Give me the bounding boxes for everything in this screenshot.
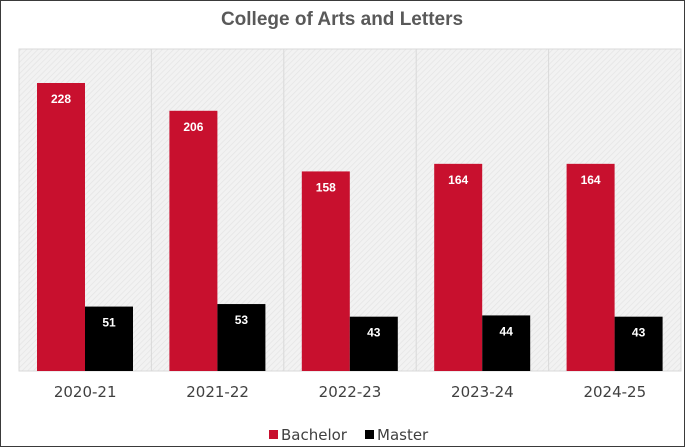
data-label-bachelor-2021-22: 206 bbox=[183, 120, 203, 134]
data-label-bachelor-2022-23: 158 bbox=[316, 180, 336, 194]
x-tick-label: 2020-21 bbox=[54, 383, 117, 401]
chart-title: College of Arts and Letters bbox=[221, 9, 463, 30]
data-label-bachelor-2020-21: 228 bbox=[51, 92, 71, 106]
legend-swatch-bachelor bbox=[269, 430, 278, 439]
bar-master-2022-23 bbox=[349, 316, 398, 371]
data-label-bachelor-2024-25: 164 bbox=[581, 173, 601, 187]
bar-bachelor-2023-24 bbox=[434, 163, 483, 371]
bar-master-2021-22 bbox=[217, 304, 266, 371]
bar-master-2024-25 bbox=[614, 316, 663, 371]
x-tick-label: 2022-23 bbox=[319, 383, 382, 401]
bar-master-2020-21 bbox=[85, 306, 133, 371]
bar-bachelor-2024-25 bbox=[566, 163, 615, 371]
data-label-master-2021-22: 53 bbox=[235, 313, 249, 327]
legend-label-bachelor: Bachelor bbox=[281, 426, 348, 444]
x-tick-label: 2024-25 bbox=[583, 383, 646, 401]
legend-label-master: Master bbox=[377, 426, 429, 444]
data-label-master-2024-25: 43 bbox=[632, 326, 646, 340]
bar-master-2023-24 bbox=[482, 315, 531, 371]
data-label-master-2022-23: 43 bbox=[367, 326, 381, 340]
x-tick-label: 2021-22 bbox=[186, 383, 249, 401]
data-label-bachelor-2023-24: 164 bbox=[448, 173, 468, 187]
x-tick-label: 2023-24 bbox=[451, 383, 514, 401]
data-label-master-2020-21: 51 bbox=[102, 316, 116, 330]
bar-bachelor-2021-22 bbox=[169, 110, 218, 371]
bar-bachelor-2022-23 bbox=[301, 171, 350, 371]
legend-swatch-master bbox=[365, 430, 374, 439]
bar-bachelor-2020-21 bbox=[37, 83, 85, 371]
data-label-master-2023-24: 44 bbox=[500, 324, 514, 338]
